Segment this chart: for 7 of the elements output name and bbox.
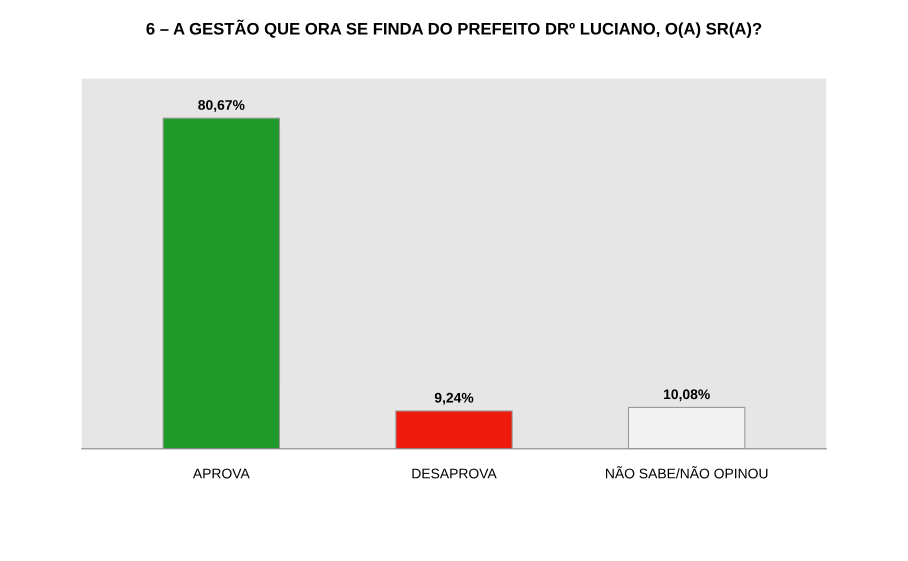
data-label: 9,24% xyxy=(434,392,474,405)
data-label: 10,08% xyxy=(664,389,710,402)
x-tick-label: NÃO SABE/NÃO OPINOU xyxy=(606,466,768,478)
x-tick-label: APROVA xyxy=(192,468,250,478)
data-label: 80,67% xyxy=(198,100,245,112)
chart-title: 6 – A GESTÃO QUE ORA SE FINDA DO PREFEITO DRº LUCIANO, O(A) SR(A)? xyxy=(146,20,762,38)
x-tick-label: DESAPROVA xyxy=(412,468,497,478)
